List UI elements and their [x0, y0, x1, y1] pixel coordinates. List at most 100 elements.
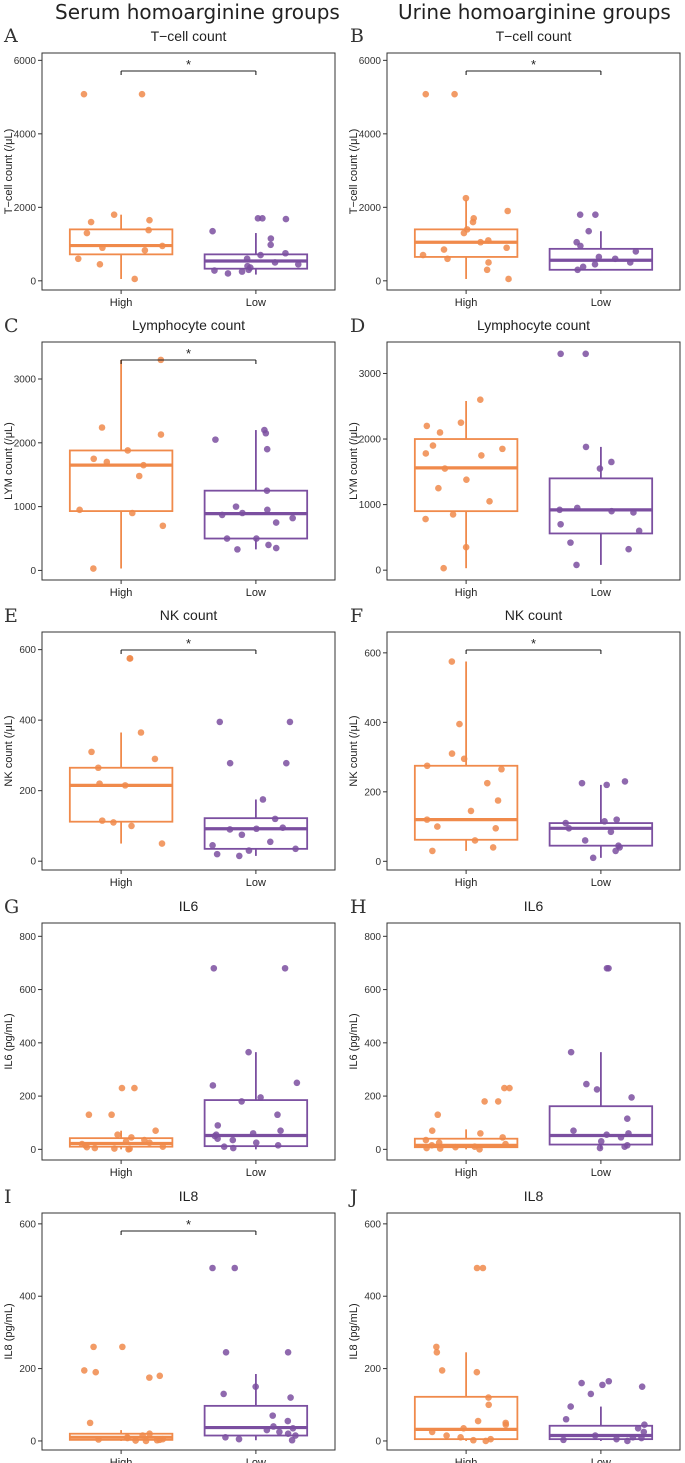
panel-d-xtick-label-0: High [455, 587, 478, 599]
panel-j-xtick-label-1: Low [591, 1457, 611, 1463]
panel-f-high-point [456, 720, 463, 728]
panel-a-low-point [271, 259, 279, 266]
panel-f-ylabel: NK count (/μL) [348, 715, 360, 786]
panel-g-high-point [111, 1145, 118, 1152]
panel-b-high-point [469, 218, 477, 226]
panel-d-low-point [557, 520, 564, 528]
panel-g-high-point [108, 1111, 115, 1119]
panel-g-ytick-label-4: 800 [19, 932, 36, 943]
panel-h-low-point [596, 1144, 604, 1152]
panel-i-low-point [252, 1383, 259, 1390]
panel-i-ytick-label-0: 0 [30, 1436, 36, 1447]
panel-h-high-point [436, 1145, 444, 1152]
panel-i-high-point [153, 1436, 161, 1444]
panel-g-ytick-label-3: 600 [19, 985, 36, 996]
panel-f-high-point [471, 837, 479, 844]
panel-h-ytick-label-2: 400 [364, 1038, 381, 1049]
panel-d-high-point [422, 450, 430, 457]
panel-j-low-point [578, 1379, 585, 1387]
panel-i-high-point [80, 1367, 88, 1374]
panel-f-low-point [613, 816, 620, 823]
panel-f-high-point [460, 755, 468, 763]
panel-d-high-point [429, 442, 437, 449]
panel-c-low-point [263, 445, 271, 453]
panel-f-high-point [448, 750, 456, 757]
panel-h-low-point [617, 1134, 625, 1141]
panel-h-ytick-label-4: 800 [364, 932, 381, 943]
panel-i-ytick-label-2: 400 [19, 1292, 36, 1303]
panel-i-high-point [86, 1419, 94, 1427]
panel-a-low-point [267, 235, 275, 242]
panel-e-low-point [245, 847, 253, 854]
panel-i-title: IL8 [179, 1188, 199, 1204]
panel-a-ytick-label-2: 4000 [14, 129, 37, 140]
panel-e-low-point [292, 845, 299, 853]
panel-g-low-point [214, 1135, 221, 1142]
panel-a-low-point [238, 268, 246, 275]
panel-h-low-point [623, 1115, 631, 1123]
panel-g-low-point [249, 1130, 257, 1137]
panel-h-xtick-label-1: Low [591, 1167, 611, 1179]
panel-e-low-point [253, 825, 260, 833]
panel-a-ytick-label-3: 6000 [14, 56, 37, 67]
panel-i-low-point [220, 1390, 227, 1398]
panel-e-low-point [226, 826, 234, 833]
panel-f-title: NK count [505, 607, 563, 623]
panel-d-high-point [435, 484, 442, 492]
panel-e-high-point [151, 755, 159, 763]
panel-d-high-box [413, 438, 519, 513]
panel-i-sig-label: * [186, 1217, 191, 1232]
panel-i-low-point [289, 1424, 297, 1432]
panel-h-low-point [597, 1138, 605, 1145]
panel-b-high-point [485, 259, 492, 266]
panel-h-high-box [413, 1137, 519, 1149]
panel-i-low-box [203, 1404, 309, 1437]
panel-f-low-point [621, 778, 629, 785]
panel-e-high-point [94, 764, 102, 772]
panel-f-high-point [423, 816, 431, 823]
panel-e-low-point [216, 718, 224, 726]
panel-i-xtick-label-1: Low [246, 1457, 266, 1463]
panel-i-high-point [95, 1436, 102, 1443]
panel-h-low-point [583, 1080, 590, 1088]
panel-h-low-point [621, 1143, 628, 1150]
panel-i-low-point [222, 1434, 229, 1441]
panel-d-low-point [567, 539, 574, 546]
panel-c-ytick-label-1: 1000 [14, 502, 37, 513]
panel-c-low-point [265, 541, 272, 549]
panel-i-frame [41, 1212, 336, 1451]
panel-h-xtick-label-0: High [455, 1167, 478, 1179]
panel-f-high-point [423, 762, 431, 770]
panel-h-high-point [494, 1098, 502, 1105]
panel-h-high-point [476, 1146, 483, 1153]
panel-c-ytick-label-3: 3000 [14, 375, 37, 386]
panel-a-low-point [243, 255, 251, 263]
panel-j-high-point [473, 1264, 481, 1272]
panel-j-low-point [599, 1381, 606, 1389]
panel-h-high-point [434, 1111, 442, 1119]
panel-g-high-point [146, 1139, 153, 1146]
panel-c-xtick-label-1: Low [246, 587, 266, 599]
panel-i-low-point [235, 1435, 243, 1443]
panel-i-low-point [222, 1349, 230, 1356]
panel-g-high-point [114, 1131, 121, 1139]
panel-e-low-point [286, 718, 294, 726]
panel-h-high-point [423, 1144, 430, 1152]
panel-h-high-point [471, 1143, 479, 1150]
panel-d-high-point [457, 419, 465, 426]
panel-f-high-point [498, 765, 505, 773]
panel-i-high-point [132, 1437, 139, 1444]
panel-d-low-point [625, 545, 632, 553]
panel-j-low-point [640, 1428, 648, 1436]
panel-g-low-point [293, 1079, 301, 1087]
header-serum: Serum homoarginine groups [55, 0, 340, 24]
panel-b-low-point [611, 255, 619, 263]
panel-j-low-point [587, 1390, 595, 1398]
panel-a-frame [41, 52, 336, 291]
panel-d-high-point [441, 465, 449, 472]
panel-a-sig-label: * [186, 57, 191, 72]
panel-a-low-point [259, 215, 266, 222]
panel-g-xtick-label-1: Low [246, 1167, 266, 1179]
panel-a-high-point [141, 247, 149, 254]
panel-e-low-point [238, 831, 246, 839]
